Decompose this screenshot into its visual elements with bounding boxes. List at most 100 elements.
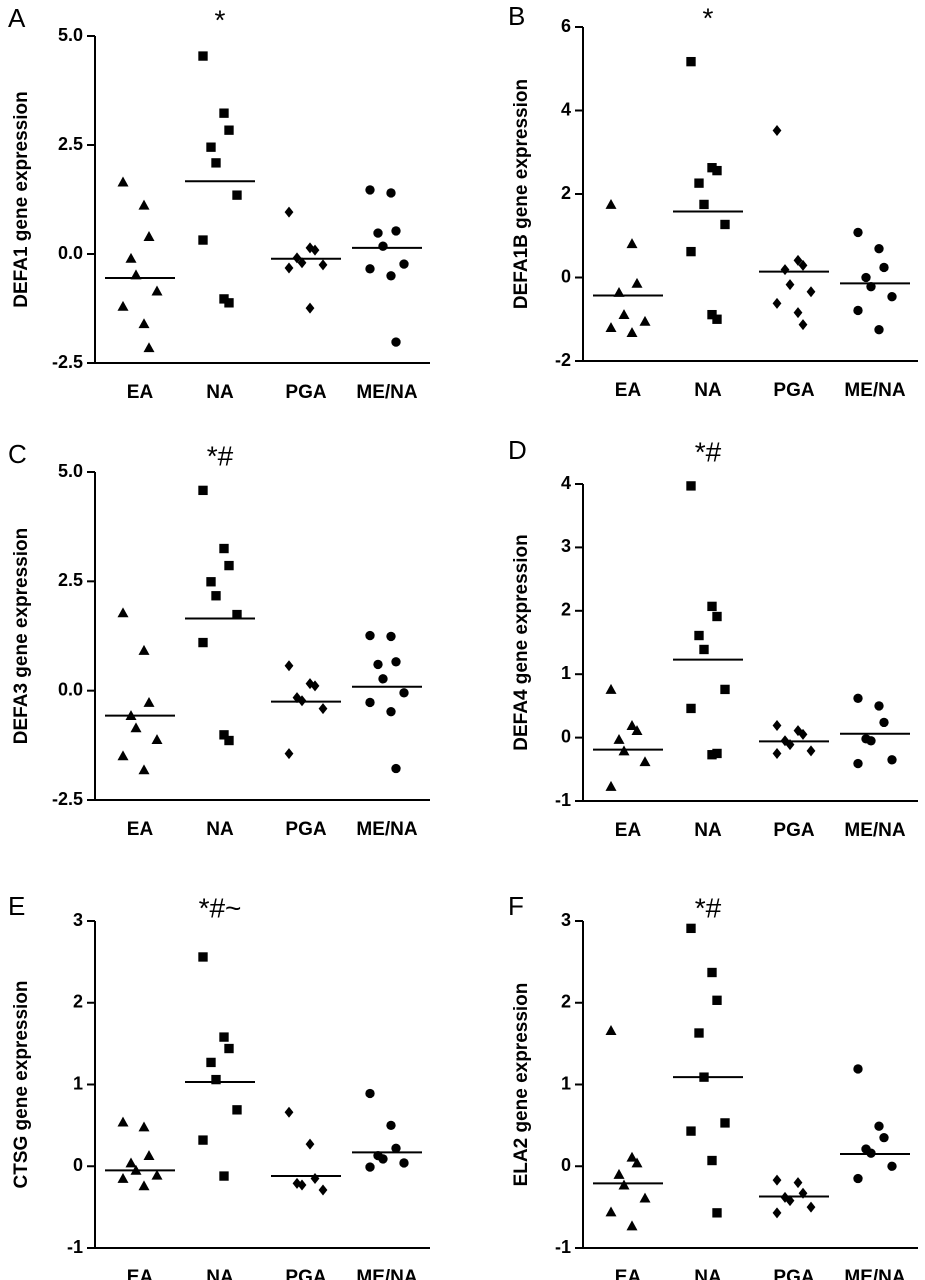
point	[772, 1207, 782, 1219]
x-tick-label: ME/NA	[356, 819, 418, 840]
x-tick-label: NA	[206, 819, 234, 840]
point	[206, 142, 216, 152]
point	[686, 246, 696, 257]
point	[631, 725, 643, 736]
point	[707, 309, 717, 320]
point	[874, 244, 884, 254]
y-axis-label: DEFA1B gene expression	[511, 79, 532, 309]
point	[626, 238, 638, 249]
point	[626, 327, 638, 338]
y-tick-label: -2.5	[52, 352, 83, 372]
point	[198, 485, 208, 496]
x-tick-label: NA	[694, 1267, 722, 1280]
y-tick-label: 2	[561, 992, 571, 1012]
point	[224, 125, 234, 135]
point	[292, 1177, 302, 1189]
x-tick-label: PGA	[285, 382, 326, 403]
point	[712, 1208, 722, 1218]
point	[365, 1088, 375, 1099]
point	[866, 736, 876, 746]
point	[143, 342, 155, 353]
point	[686, 703, 696, 714]
point	[365, 697, 375, 708]
point	[198, 235, 208, 245]
point	[391, 1143, 401, 1153]
point	[866, 282, 876, 292]
x-tick-label: PGA	[773, 820, 814, 841]
point	[879, 1132, 889, 1143]
y-tick-label: 3	[561, 536, 571, 556]
point	[699, 199, 709, 210]
point	[853, 227, 863, 238]
point	[707, 750, 717, 760]
point	[378, 1154, 388, 1164]
point	[198, 952, 208, 962]
y-tick-label: 5.0	[58, 461, 83, 481]
y-tick-label: 1	[561, 1073, 571, 1093]
point	[138, 644, 150, 655]
annotation: *#~	[199, 892, 242, 923]
point	[219, 108, 229, 118]
point	[130, 722, 142, 733]
point	[618, 309, 630, 320]
x-tick-label: NA	[206, 382, 234, 403]
panel-label: D	[508, 435, 527, 465]
y-axis-label: ELA2 gene expression	[511, 983, 532, 1187]
point	[806, 745, 816, 757]
point	[639, 315, 651, 326]
point	[232, 609, 242, 620]
point	[605, 198, 617, 209]
y-tick-label: 0.0	[58, 679, 83, 699]
point	[219, 1171, 229, 1181]
point	[125, 252, 137, 263]
point	[631, 277, 643, 288]
point	[399, 688, 409, 698]
point	[310, 244, 320, 256]
point	[219, 1032, 229, 1042]
point	[720, 1118, 730, 1128]
point	[117, 300, 129, 311]
point	[605, 322, 617, 332]
point	[806, 1201, 816, 1213]
y-tick-label: 0.0	[58, 243, 83, 263]
point	[720, 219, 730, 230]
point	[284, 262, 294, 274]
x-tick-label: ME/NA	[844, 820, 906, 841]
point	[605, 1025, 617, 1035]
point	[198, 51, 208, 61]
point	[874, 701, 884, 711]
x-tick-label: ME/NA	[844, 1267, 906, 1280]
point	[694, 630, 704, 641]
point	[318, 1184, 328, 1196]
point	[861, 272, 871, 283]
point	[639, 1192, 651, 1203]
point	[712, 995, 722, 1005]
point	[125, 1157, 137, 1168]
y-tick-label: 1	[73, 1073, 83, 1093]
point	[206, 1057, 216, 1068]
point	[793, 254, 803, 266]
panel-label: F	[508, 891, 524, 921]
point	[117, 750, 129, 761]
point	[399, 1158, 409, 1168]
point	[853, 1064, 863, 1074]
x-tick-label: EA	[127, 819, 154, 840]
point	[694, 1028, 704, 1038]
point	[219, 730, 229, 740]
point	[219, 294, 229, 304]
y-tick-label: 6	[561, 16, 571, 36]
point	[318, 259, 328, 271]
point	[365, 630, 375, 641]
point	[297, 1179, 307, 1191]
point	[232, 190, 242, 200]
point	[887, 755, 897, 765]
point	[712, 611, 722, 622]
point	[391, 657, 401, 667]
point	[206, 577, 216, 587]
point	[378, 241, 388, 251]
point	[219, 543, 229, 554]
point	[373, 659, 383, 670]
point	[712, 748, 722, 759]
x-tick-label: NA	[206, 1267, 234, 1280]
point	[211, 158, 221, 168]
